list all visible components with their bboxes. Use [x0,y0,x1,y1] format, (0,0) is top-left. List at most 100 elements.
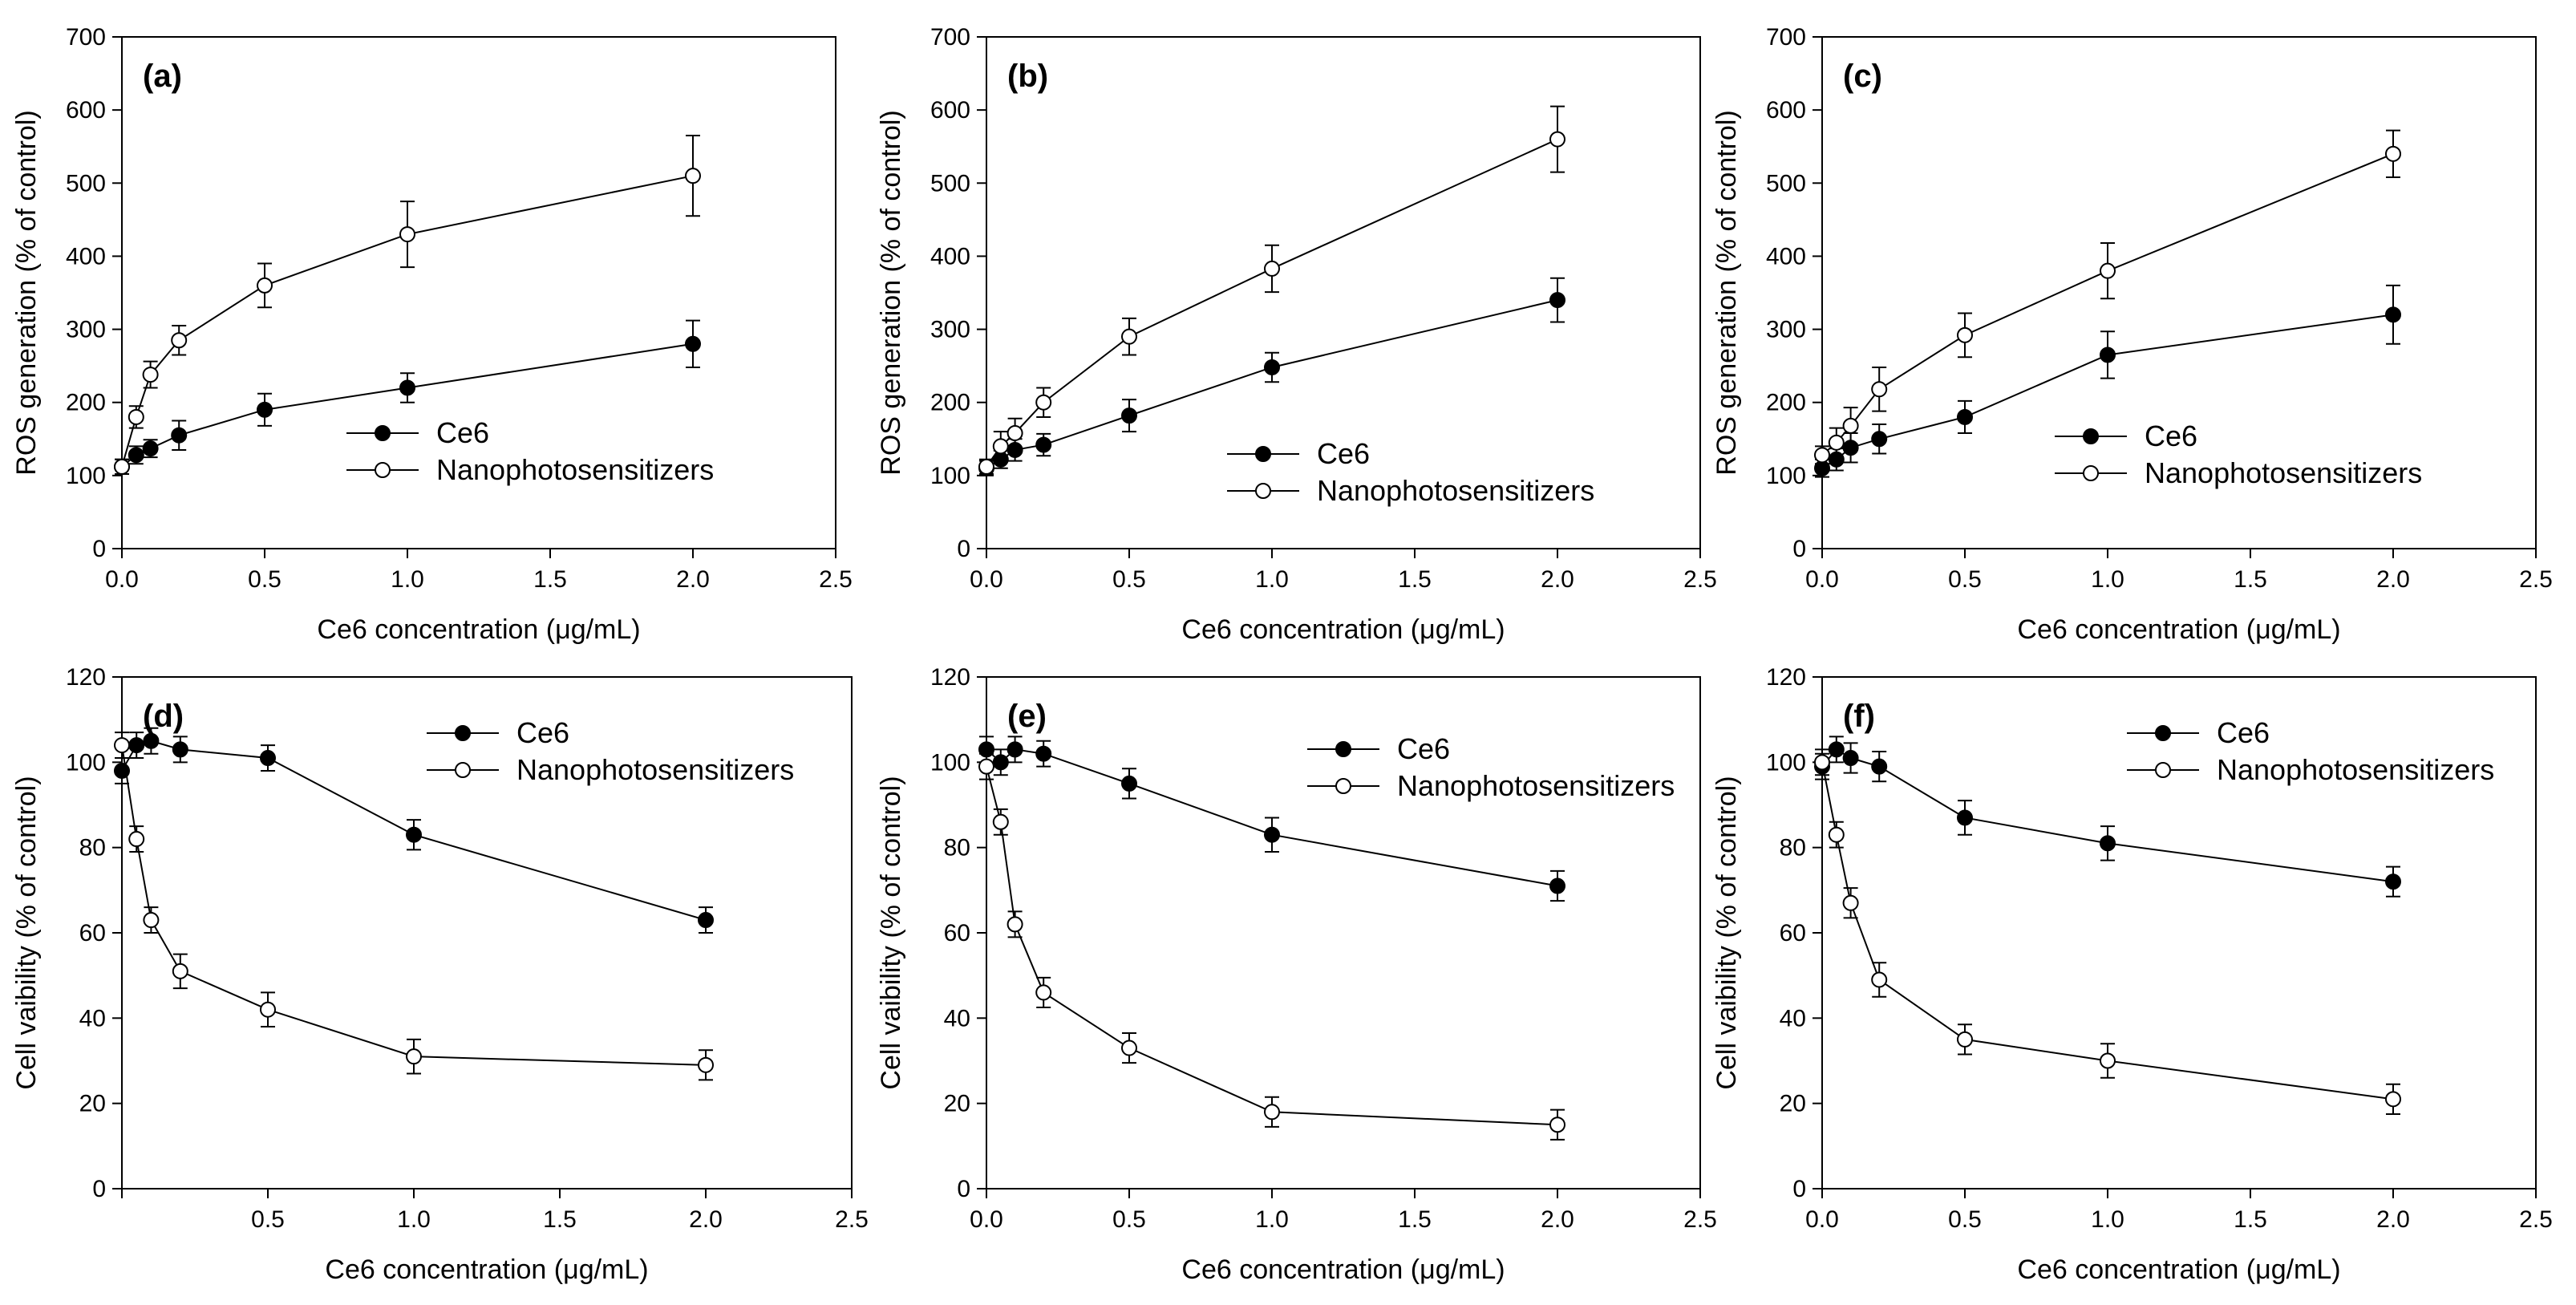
legend-marker [1255,483,1271,499]
x-tick-label: 2.5 [1683,1206,1717,1233]
legend: Ce6 Nanophotosensitizers [427,716,794,786]
y-tick-label: 40 [944,1005,970,1031]
x-axis-title: Ce6 concentration (μg/mL) [317,614,640,645]
x-tick-label: 1.5 [2234,1206,2267,1233]
data-point [143,912,160,929]
data-point [1549,131,1565,148]
data-point [1957,326,1973,343]
panel-c: 0.0 0.5 1.0 1.5 2.0 2.5 0 100 200 300 400 500 600 700… [1711,24,2553,645]
x-axis-title: Ce6 concentration (μg/mL) [2017,614,2340,645]
x-tick-label: 1.5 [1398,566,1432,593]
y-tick-label: 100 [66,463,106,489]
data-point [698,912,714,929]
legend-marker [1335,778,1351,794]
y-tick-label: 300 [66,317,106,343]
data-point [1035,984,1052,1001]
panel-a: 0.0 0.5 1.0 1.5 2.0 2.5 0 100 200 300 400 500 600 700… [11,24,853,645]
legend-label: Nanophotosensitizers [516,753,794,786]
y-tick-label: 500 [1766,170,1806,197]
series-ce6 [978,736,1565,902]
data-point [128,447,144,464]
panel-label: (f) [1843,699,1875,734]
x-tick-label: 2.5 [835,1206,869,1233]
legend-label: Ce6 [436,416,489,449]
y-tick-label: 0 [92,1176,106,1202]
data-point [1842,417,1859,434]
series-line [121,744,707,1066]
series-nanophotosensitizers [978,105,1565,476]
series-ce6 [114,319,701,476]
x-tick-label: 0.0 [1805,1206,1839,1233]
x-tick-label: 0.0 [970,1206,1003,1233]
data-point [257,277,273,294]
plot-frame [1821,36,2537,549]
legend-marker [2155,725,2171,741]
data-point [1842,750,1859,767]
y-axis-title: ROS generation (% of control) [1711,110,1742,475]
y-axis-title: Cell vaibility (% of control) [876,776,906,1089]
series-line [986,138,1558,468]
data-point [1035,394,1052,411]
series-nanophotosensitizers [1814,129,2401,465]
data-point [978,458,994,475]
x-tick-label: 1.0 [391,566,424,593]
legend-marker [455,725,471,741]
x-tick-label: 1.5 [1398,1206,1432,1233]
y-tick-label: 100 [930,749,970,776]
y-tick-label: 60 [1780,920,1806,946]
legend-label: Nanophotosensitizers [2145,456,2422,489]
data-point [1121,1040,1137,1056]
legend: Ce6 Nanophotosensitizers [1307,732,1675,802]
data-point [143,732,160,749]
legend-label: Ce6 [1397,732,1450,765]
y-tick-label: 500 [930,170,970,197]
legend: Ce6 Nanophotosensitizers [2055,419,2422,489]
panel-label: (b) [1007,59,1048,94]
panel-e: 0.0 0.5 1.0 1.5 2.0 2.5 0 20 40 60 80 100 120 Ce6 con… [876,664,1717,1285]
data-point [172,741,188,758]
y-tick-label: 40 [79,1005,106,1031]
data-point [1549,292,1565,309]
data-point [2100,347,2116,363]
y-tick-label: 120 [66,664,106,691]
data-point [1828,741,1845,758]
x-axis-title: Ce6 concentration (μg/mL) [2017,1254,2340,1285]
x-tick-label: 0.5 [1112,566,1146,593]
data-point [1264,359,1280,375]
y-tick-label: 500 [66,170,106,197]
data-point [1814,447,1830,464]
x-tick-label: 2.5 [819,566,853,593]
data-point [1035,436,1052,453]
data-point [978,758,994,775]
data-point [399,226,415,243]
x-axis-title: Ce6 concentration (μg/mL) [325,1254,648,1285]
y-tick-label: 700 [66,24,106,51]
legend-marker [1255,446,1271,462]
data-point [260,1001,276,1018]
data-point [698,1056,714,1073]
data-point [171,427,188,444]
y-tick-label: 20 [79,1091,106,1117]
y-tick-label: 600 [930,97,970,124]
series-line [1821,152,2394,456]
y-axis-title: ROS generation (% of control) [11,110,42,475]
plot-frame [121,36,836,549]
legend-marker [455,762,471,778]
y-tick-label: 100 [930,463,970,489]
data-point [171,332,188,349]
x-tick-label: 2.0 [2376,1206,2410,1233]
data-point [1007,424,1023,441]
x-tick-label: 1.0 [1255,1206,1289,1233]
data-point [1957,408,1973,425]
panel-label: (a) [143,59,182,94]
series-nanophotosensitizers [1814,748,2401,1115]
y-tick-label: 20 [944,1091,970,1117]
y-tick-label: 60 [944,920,970,946]
legend-label: Ce6 [516,716,569,749]
legend-label: Nanophotosensitizers [1397,769,1675,802]
legend-marker [2155,762,2171,778]
legend-label: Ce6 [1317,437,1370,470]
y-tick-label: 120 [1766,664,1806,691]
data-point [2385,873,2401,890]
